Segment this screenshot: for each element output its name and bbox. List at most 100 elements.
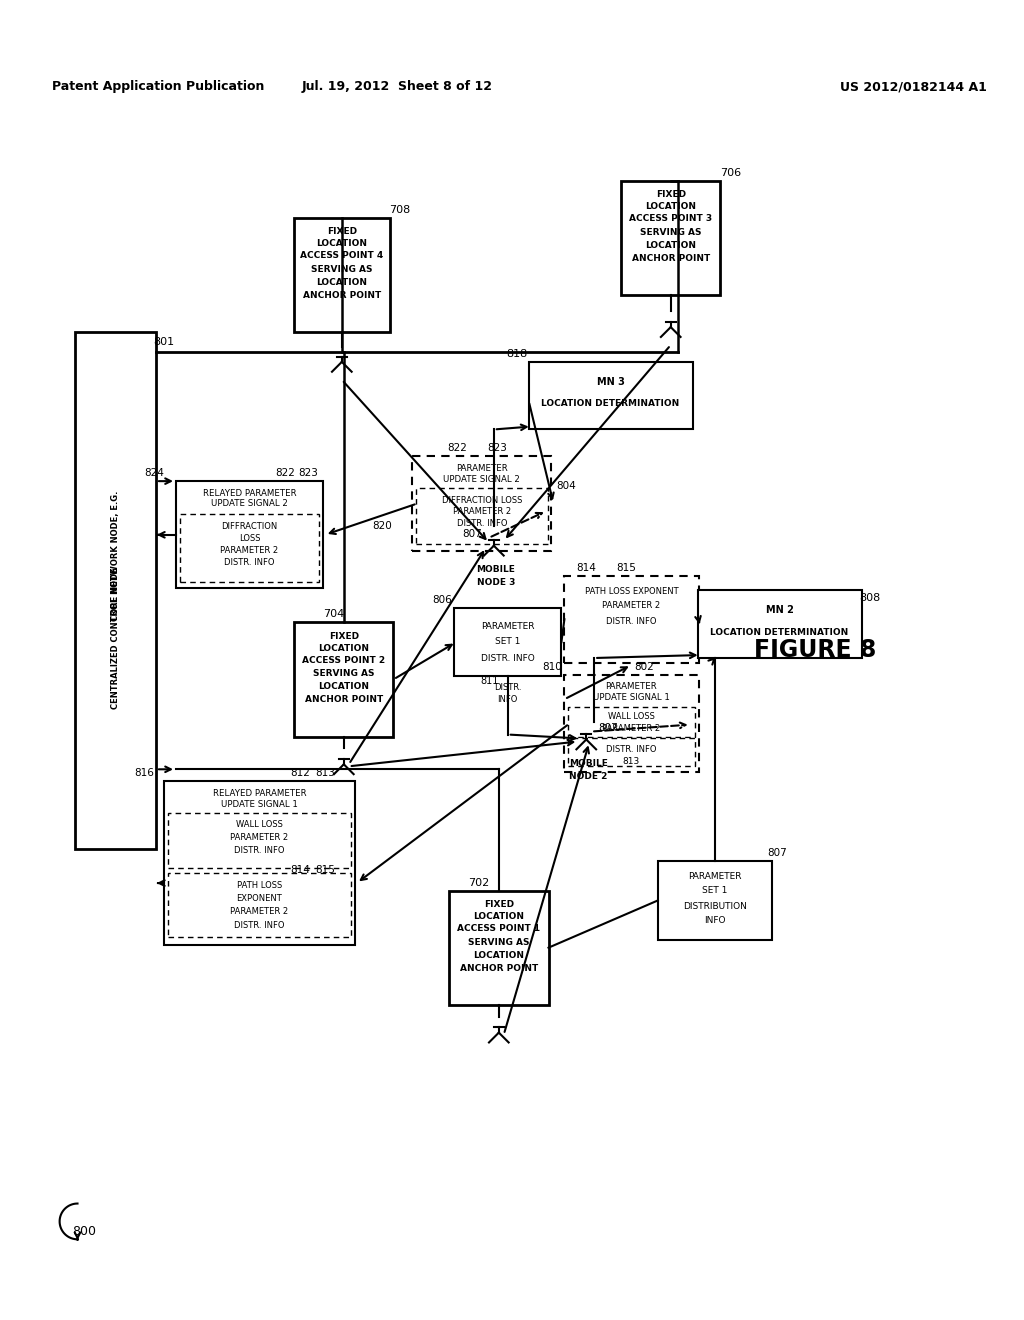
Text: PARAMETER: PARAMETER <box>688 873 741 882</box>
Text: SERVING AS: SERVING AS <box>640 228 701 238</box>
Bar <box>164 781 354 945</box>
Text: INFO: INFO <box>705 916 726 925</box>
Bar <box>454 609 561 676</box>
Bar <box>168 873 351 937</box>
Text: DISTR.: DISTR. <box>494 684 521 692</box>
Text: LOCATION: LOCATION <box>645 242 696 251</box>
Bar <box>176 480 323 589</box>
Text: DISTR. INFO: DISTR. INFO <box>606 616 656 626</box>
Text: 702: 702 <box>468 878 489 887</box>
Text: 813: 813 <box>315 768 335 779</box>
Text: PARAMETER: PARAMETER <box>456 463 508 473</box>
Text: 806: 806 <box>432 595 452 606</box>
Text: 816: 816 <box>134 768 154 779</box>
Text: 704: 704 <box>324 610 344 619</box>
Text: LOCATION: LOCATION <box>645 202 696 211</box>
Text: 706: 706 <box>720 168 741 178</box>
Text: PARAMETER 2: PARAMETER 2 <box>220 546 279 556</box>
Text: FIXED: FIXED <box>329 632 358 640</box>
Text: PARAMETER 2: PARAMETER 2 <box>602 725 660 733</box>
Text: DISTR. INFO: DISTR. INFO <box>606 744 656 754</box>
Text: ACCESS POINT 2: ACCESS POINT 2 <box>302 656 385 664</box>
Text: 818: 818 <box>506 348 527 359</box>
Text: PARAMETER 2: PARAMETER 2 <box>230 833 289 842</box>
Text: SERVING AS: SERVING AS <box>311 265 373 275</box>
Text: 823: 823 <box>486 444 507 453</box>
Text: UPDATE SIGNAL 2: UPDATE SIGNAL 2 <box>211 499 288 508</box>
Text: Jul. 19, 2012  Sheet 8 of 12: Jul. 19, 2012 Sheet 8 of 12 <box>302 81 493 94</box>
Text: LOCATION: LOCATION <box>473 950 524 960</box>
Text: 810: 810 <box>543 661 562 672</box>
Text: 822: 822 <box>275 469 295 478</box>
Bar <box>568 706 694 737</box>
Text: MOBILE: MOBILE <box>476 565 515 574</box>
Text: MN 3: MN 3 <box>597 376 625 387</box>
Text: DISTR. INFO: DISTR. INFO <box>234 846 285 855</box>
Text: UPDATE SIGNAL 1: UPDATE SIGNAL 1 <box>221 800 298 809</box>
Bar <box>417 488 548 544</box>
Text: ANCHOR POINT: ANCHOR POINT <box>303 290 381 300</box>
Text: MN 2: MN 2 <box>766 606 794 615</box>
Text: PARAMETER 2: PARAMETER 2 <box>453 507 511 516</box>
Text: ACCESS POINT 4: ACCESS POINT 4 <box>300 251 383 260</box>
Text: 807: 807 <box>462 529 482 539</box>
Text: PARAMETER 2: PARAMETER 2 <box>602 601 660 610</box>
Text: FIGURE 8: FIGURE 8 <box>754 638 876 663</box>
Text: SERVING AS: SERVING AS <box>468 937 529 946</box>
Text: 708: 708 <box>389 205 410 215</box>
Text: Patent Application Publication: Patent Application Publication <box>51 81 264 94</box>
Text: 823: 823 <box>298 469 318 478</box>
Text: DIFFRACTION: DIFFRACTION <box>221 523 278 532</box>
Text: NODE 3: NODE 3 <box>476 578 515 587</box>
Text: SET 1: SET 1 <box>495 636 520 645</box>
Text: 814: 814 <box>577 562 596 573</box>
Bar <box>528 362 692 429</box>
Bar <box>413 457 552 550</box>
Text: ACCESS POINT 3: ACCESS POINT 3 <box>629 214 713 223</box>
Text: DIFFRACTION LOSS: DIFFRACTION LOSS <box>441 495 522 504</box>
Bar <box>564 675 698 772</box>
Text: LOCATION: LOCATION <box>316 279 368 286</box>
Text: LOCATION: LOCATION <box>316 239 368 248</box>
Text: PATH LOSS EXPONENT: PATH LOSS EXPONENT <box>585 587 678 595</box>
Text: LOCATION DETERMINATION: LOCATION DETERMINATION <box>542 399 680 408</box>
Text: RELAYED PARAMETER: RELAYED PARAMETER <box>213 788 306 797</box>
Text: 808: 808 <box>859 594 880 603</box>
Text: UPDATE SIGNAL 1: UPDATE SIGNAL 1 <box>593 693 670 702</box>
Text: WALL LOSS: WALL LOSS <box>608 711 655 721</box>
Text: LOCATION: LOCATION <box>473 912 524 921</box>
Text: DISTR. INFO: DISTR. INFO <box>224 558 274 568</box>
Text: 812: 812 <box>290 768 310 779</box>
Text: 815: 815 <box>315 865 335 875</box>
Text: 820: 820 <box>373 521 392 531</box>
Text: 822: 822 <box>447 444 467 453</box>
Text: FIXED: FIXED <box>655 190 686 199</box>
Text: DISTR. INFO: DISTR. INFO <box>234 921 285 929</box>
Bar <box>450 891 549 1005</box>
Bar <box>180 513 318 582</box>
Bar <box>657 861 772 940</box>
Text: ANCHOR POINT: ANCHOR POINT <box>632 253 710 263</box>
Bar <box>564 576 698 663</box>
Text: FIXED: FIXED <box>327 227 357 236</box>
Text: LOSS: LOSS <box>239 535 260 544</box>
Text: 800: 800 <box>73 1225 96 1238</box>
Text: 811: 811 <box>480 676 499 686</box>
Text: SERVING AS: SERVING AS <box>313 669 375 678</box>
Text: 807: 807 <box>598 722 618 733</box>
Text: NODE 2: NODE 2 <box>569 772 607 780</box>
Text: 807: 807 <box>767 847 786 858</box>
Text: CORE NETWORK NODE, E.G.: CORE NETWORK NODE, E.G. <box>111 491 120 620</box>
Text: 824: 824 <box>144 469 164 478</box>
Text: 804: 804 <box>556 480 577 491</box>
Text: ANCHOR POINT: ANCHOR POINT <box>305 696 383 705</box>
Bar <box>568 738 694 767</box>
Text: DISTRIBUTION: DISTRIBUTION <box>683 902 746 911</box>
Text: 814: 814 <box>290 865 310 875</box>
Text: LOCATION: LOCATION <box>318 682 370 692</box>
Text: SET 1: SET 1 <box>702 886 728 895</box>
Text: EXPONENT: EXPONENT <box>237 894 283 903</box>
Text: DISTR. INFO: DISTR. INFO <box>457 519 507 528</box>
Bar <box>294 218 389 333</box>
Text: RELAYED PARAMETER: RELAYED PARAMETER <box>203 488 296 498</box>
